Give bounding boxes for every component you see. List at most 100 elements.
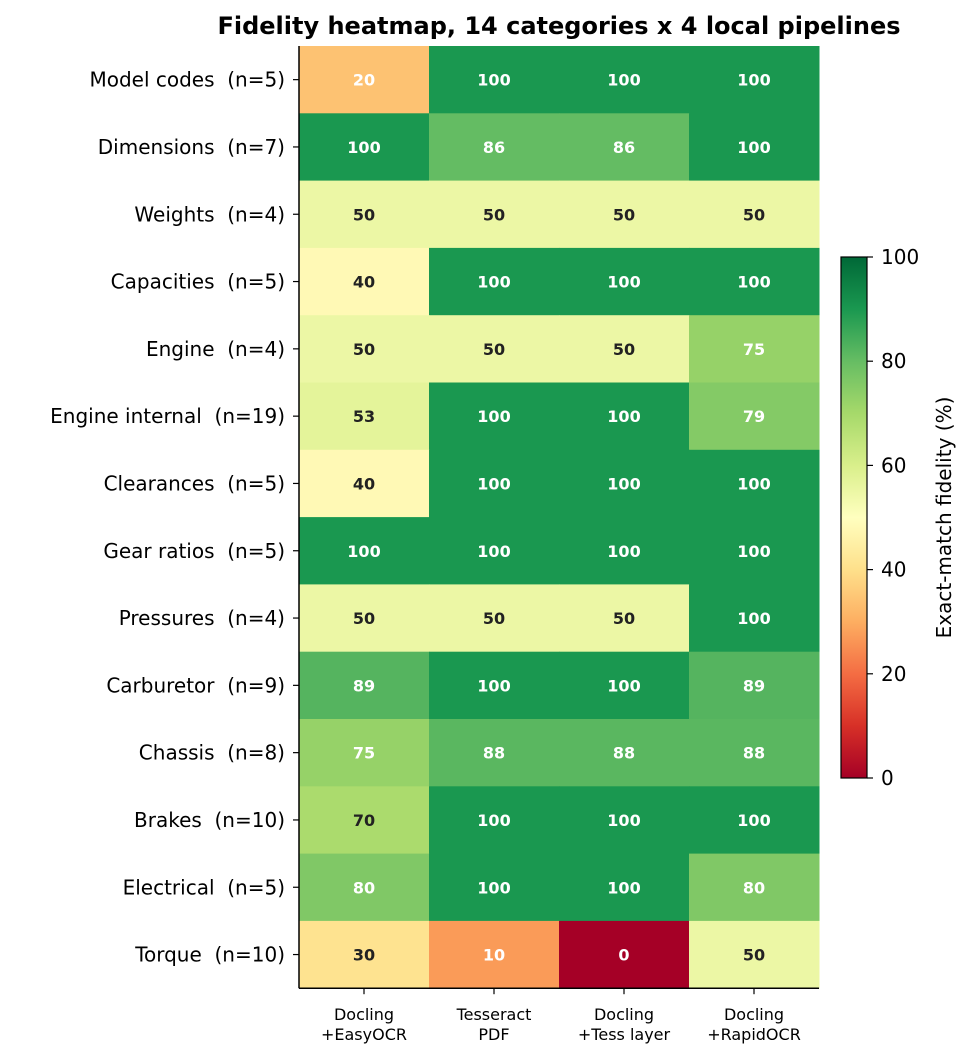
cell-value: 86 <box>613 138 635 157</box>
cell-value: 100 <box>607 71 640 90</box>
heatmap-cell <box>299 786 430 855</box>
colorbar-tick-label: 100 <box>881 245 919 269</box>
cell-value: 100 <box>477 878 510 897</box>
heatmap-cell <box>429 786 560 855</box>
heatmap-cell <box>689 786 820 855</box>
cell-value: 100 <box>737 811 770 830</box>
heatmap-cell <box>689 180 820 249</box>
heatmap-cell <box>299 517 430 585</box>
heatmap-cell <box>299 180 430 249</box>
heatmap-cell <box>429 853 560 922</box>
heatmap-cell <box>559 382 690 451</box>
heatmap-cell <box>299 113 430 182</box>
row-label: Dimensions (n=7) <box>98 135 285 159</box>
cell-value: 53 <box>353 407 375 426</box>
cell-value: 100 <box>737 542 770 561</box>
column-labels: Docling+EasyOCRTesseractPDFDocling+Tess … <box>321 988 801 1044</box>
row-label: Capacities (n=5) <box>111 270 285 294</box>
heatmap-cell <box>429 46 560 114</box>
cell-value: 100 <box>477 273 510 292</box>
cell-value: 100 <box>347 138 380 157</box>
cell-value: 80 <box>743 878 765 897</box>
heatmap-cell <box>299 382 430 451</box>
heatmap-cell <box>429 920 560 989</box>
heatmap-cell <box>429 517 560 585</box>
cell-value: 30 <box>353 946 375 965</box>
heatmap-cell <box>429 315 560 383</box>
heatmap-cell <box>559 651 690 720</box>
cell-value: 100 <box>607 407 640 426</box>
heatmap-cell <box>559 247 690 316</box>
heatmap-cell <box>559 584 690 653</box>
heatmap-cell <box>689 449 820 518</box>
heatmap-cell <box>299 920 430 989</box>
heatmap-cell <box>299 584 430 653</box>
column-label: Tesseract <box>456 1005 532 1024</box>
cell-value: 100 <box>607 878 640 897</box>
cell-value: 88 <box>483 744 505 763</box>
cell-value: 100 <box>607 542 640 561</box>
cell-value: 100 <box>477 542 510 561</box>
heatmap-cell <box>689 382 820 451</box>
heatmap-cell <box>689 853 820 922</box>
heatmap-cell <box>559 920 690 989</box>
heatmap-cell <box>559 719 690 787</box>
cell-value: 100 <box>477 407 510 426</box>
heatmap-cell <box>429 584 560 653</box>
heatmap-cell <box>299 651 430 720</box>
cell-value: 50 <box>613 340 635 359</box>
cell-value: 40 <box>353 474 375 493</box>
heatmap-cell <box>689 920 820 989</box>
heatmap-cell <box>689 719 820 787</box>
colorbar-tick-label: 20 <box>881 662 906 686</box>
heatmap-cell <box>299 46 430 114</box>
cell-value: 100 <box>477 474 510 493</box>
row-label: Engine internal (n=19) <box>50 404 285 428</box>
cell-value: 100 <box>607 811 640 830</box>
cell-value: 50 <box>353 609 375 628</box>
cell-value: 50 <box>743 205 765 224</box>
cell-value: 50 <box>613 205 635 224</box>
row-label: Engine (n=4) <box>146 337 285 361</box>
heatmap-cell <box>429 719 560 787</box>
heatmap-cell <box>689 315 820 383</box>
heatmap-cell <box>689 517 820 585</box>
heatmap-cell <box>429 651 560 720</box>
heatmap-cell <box>689 651 820 720</box>
cell-value: 50 <box>483 205 505 224</box>
row-label: Electrical (n=5) <box>123 875 285 899</box>
row-label: Clearances (n=5) <box>104 471 285 495</box>
heatmap-cell <box>299 449 430 518</box>
row-label: Gear ratios (n=5) <box>103 539 285 563</box>
colorbar: 0 20 40 60 80 100 Exact-match fidelity (%) <box>840 245 956 790</box>
heatmap-cell <box>689 46 820 114</box>
cell-value: 89 <box>353 676 375 695</box>
cell-value: 50 <box>483 340 505 359</box>
chart-title: Fidelity heatmap, 14 categories x 4 loca… <box>217 12 900 40</box>
heatmap-cell <box>559 315 690 383</box>
cell-value: 88 <box>613 744 635 763</box>
heatmap-cell <box>299 247 430 316</box>
colorbar-label: Exact-match fidelity (%) <box>932 397 956 639</box>
cell-value: 75 <box>743 340 765 359</box>
cell-value: 88 <box>743 744 765 763</box>
cell-value: 50 <box>613 609 635 628</box>
heatmap-cell <box>299 853 430 922</box>
cell-value: 10 <box>483 946 505 965</box>
row-label: Weights (n=4) <box>134 202 285 226</box>
heatmap-cell <box>559 113 690 182</box>
heatmap-cell <box>429 113 560 182</box>
cell-value: 70 <box>353 811 375 830</box>
row-labels: Model codes (n=5) Dimensions (n=7) Weights… <box>50 68 299 967</box>
row-label: Chassis (n=8) <box>139 741 285 765</box>
heatmap-cell <box>559 180 690 249</box>
cell-value: 50 <box>353 340 375 359</box>
column-label: +RapidOCR <box>707 1025 801 1044</box>
heatmap-cell <box>689 113 820 182</box>
column-label: +EasyOCR <box>321 1025 407 1044</box>
heatmap-cell <box>559 46 690 114</box>
cell-value: 100 <box>607 676 640 695</box>
column-label: Docling <box>334 1005 394 1024</box>
cell-value: 100 <box>477 676 510 695</box>
